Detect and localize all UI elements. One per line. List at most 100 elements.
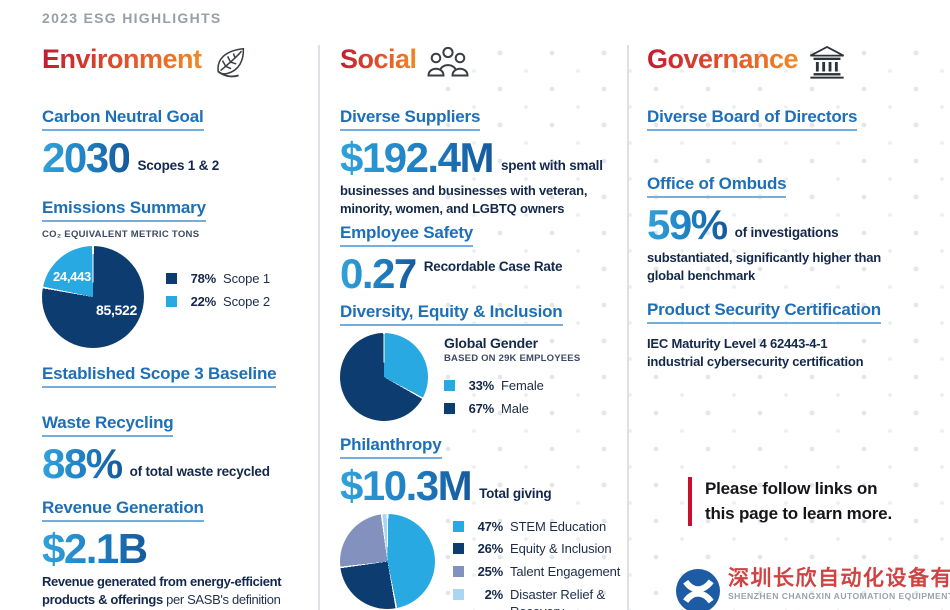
stat-suffix: of total waste recycled (129, 463, 270, 479)
legend-label: Disaster Relief & Recovery (510, 587, 606, 610)
legend-pct: 2% (484, 587, 504, 603)
section-diverse-suppliers: Diverse Suppliers $192.4M spent with sma… (340, 107, 622, 219)
gender-chart-subtitle: BASED ON 29K EMPLOYEES (444, 352, 581, 364)
diverse-suppliers-stat: $192.4M spent with small (340, 134, 622, 181)
legend-swatch (453, 520, 464, 532)
company-logo-icon (676, 567, 720, 610)
emissions-pie-chart: 85,522 24,443 (42, 245, 144, 348)
legend-swatch (444, 402, 455, 414)
social-title: Social (340, 44, 417, 74)
carbon-neutral-goal-link[interactable]: Carbon Neutral Goal (42, 107, 204, 131)
employee-safety-stat: 0.27 Recordable Case Rate (340, 249, 622, 297)
company-logo: 深圳长欣自动化设备有限公司 SHENZHEN CHANGXIN AUTOMATI… (676, 567, 950, 610)
global-gender-pie-chart (340, 332, 428, 421)
stat-value: $10.3M (340, 461, 473, 509)
legend-item: 2% Disaster Relief & Recovery (453, 587, 622, 610)
social-header: Social (340, 44, 622, 85)
gender-legend: Global Gender BASED ON 29K EMPLOYEES 33%… (444, 333, 580, 418)
company-name-english: SHENZHEN CHANGXIN AUTOMATION EQUIPMENT C… (728, 591, 950, 602)
callout-line1: Please follow links on (705, 479, 878, 498)
stat-suffix: spent with small (500, 157, 603, 173)
legend-item: 67% Male (444, 401, 580, 418)
follow-links-callout: Please follow links on this page to lear… (688, 477, 892, 527)
legend-swatch (453, 589, 464, 601)
emissions-chart-row: 85,522 24,443 78% Scope 1 22% Scope 2 (42, 245, 319, 348)
section-scope3-baseline: Established Scope 3 Baseline (42, 364, 319, 395)
bank-building-icon (808, 45, 846, 84)
legend-item: 78% Scope 1 (166, 271, 270, 288)
callout-line2: this page to learn more. (705, 503, 892, 523)
social-column: Social Diverse Suppliers $192.4M spent w… (340, 44, 622, 610)
environment-column: Environment Carbon Neutral Goal 2030 Sco… (42, 44, 319, 610)
revenue-generation-link[interactable]: Revenue Generation (42, 498, 204, 522)
legend-swatch (453, 566, 464, 578)
stat-value: 2030 (42, 134, 131, 181)
legend-item: 26% Equity & Inclusion (453, 541, 622, 558)
legend-pct: 67% (468, 400, 495, 416)
scope1-value-label: 85,522 (96, 301, 138, 318)
legend-pct: 78% (190, 270, 217, 286)
legend-pct: 22% (190, 293, 217, 309)
emissions-summary-link[interactable]: Emissions Summary (42, 198, 206, 222)
section-philanthropy: Philanthropy $10.3M Total giving 47% STE… (340, 435, 622, 610)
legend-item: 25% Talent Engagement (453, 564, 622, 581)
revenue-generation-stat: $2.1B (42, 527, 319, 569)
security-desc-line2: industrial cybersecurity certification (647, 354, 864, 370)
stat-value: 0.27 (340, 249, 417, 297)
waste-recycling-link[interactable]: Waste Recycling (42, 413, 174, 437)
legend-swatch (444, 379, 455, 391)
legend-label: Equity & Inclusion (510, 541, 612, 557)
legend-item: 22% Scope 2 (166, 294, 270, 311)
office-of-ombuds-link[interactable]: Office of Ombuds (647, 174, 787, 198)
section-employee-safety: Employee Safety 0.27 Recordable Case Rat… (340, 223, 622, 294)
legend-label: Talent Engagement (510, 564, 621, 580)
company-name-chinese: 深圳长欣自动化设备有限公司 (728, 567, 950, 590)
philanthropy-pie-chart (340, 513, 435, 609)
stat-suffix: Total giving (479, 485, 552, 501)
section-waste-recycling: Waste Recycling 88% of total waste recyc… (42, 413, 319, 484)
stat-value: 88% (42, 439, 123, 487)
legend-label: Scope 2 (223, 293, 271, 309)
employee-safety-link[interactable]: Employee Safety (340, 223, 473, 247)
ombuds-stat: 59% of investigations (647, 204, 939, 246)
product-security-link[interactable]: Product Security Certification (647, 300, 881, 324)
legend-label: Male (501, 400, 529, 416)
philanthropy-chart-row: 47% STEM Education 26% Equity & Inclusio… (340, 513, 622, 610)
diverse-suppliers-link[interactable]: Diverse Suppliers (340, 107, 480, 131)
section-product-security: Product Security Certification IEC Matur… (647, 300, 939, 372)
philanthropy-legend: 47% STEM Education 26% Equity & Inclusio… (453, 514, 622, 610)
environment-header: Environment (42, 44, 319, 85)
philanthropy-link[interactable]: Philanthropy (340, 435, 442, 459)
stat-suffix: of investigations (734, 224, 839, 240)
environment-title: Environment (42, 44, 202, 74)
legend-swatch (166, 295, 177, 307)
section-revenue-generation: Revenue Generation $2.1B Revenue generat… (42, 498, 319, 610)
legend-item: 47% STEM Education (453, 519, 622, 536)
scope2-value-label: 24,443 (53, 268, 91, 284)
scope3-baseline-link[interactable]: Established Scope 3 Baseline (42, 364, 277, 388)
stat-value: $192.4M (340, 134, 494, 181)
stat-suffix: Recordable Case Rate (423, 258, 563, 274)
legend-pct: 25% (477, 564, 504, 580)
ombuds-description: substantiated, significantly higher than… (647, 249, 881, 284)
section-carbon-neutral-goal: Carbon Neutral Goal 2030 Scopes 1 & 2 (42, 107, 319, 178)
stat-suffix: Scopes 1 & 2 (137, 157, 220, 173)
page-title: 2023 ESG HIGHLIGHTS (42, 10, 222, 26)
diversity-equity-inclusion-link[interactable]: Diversity, Equity & Inclusion (340, 302, 563, 326)
section-diverse-board: Diverse Board of Directors (647, 107, 939, 138)
carbon-neutral-goal-stat: 2030 Scopes 1 & 2 (42, 134, 319, 181)
diverse-board-link[interactable]: Diverse Board of Directors (647, 107, 857, 131)
gender-chart-title: Global Gender (444, 334, 538, 351)
legend-swatch (166, 272, 177, 284)
legend-pct: 47% (477, 518, 504, 534)
governance-column: Governance Diverse Board of Directors Of… (647, 44, 939, 372)
legend-item: 33% Female (444, 378, 580, 395)
revenue-description-bold: Revenue generated from energy-efficient … (42, 573, 282, 608)
emissions-legend: 78% Scope 1 22% Scope 2 (166, 246, 270, 311)
people-icon (427, 45, 469, 84)
diverse-suppliers-description: businesses and businesses with veteran, … (340, 182, 588, 217)
section-emissions-summary: Emissions Summary CO₂ EQUIVALENT METRIC … (42, 198, 319, 348)
column-divider (318, 45, 320, 610)
waste-recycling-stat: 88% of total waste recycled (42, 439, 319, 487)
revenue-description-normal: per SASB's definition (166, 592, 281, 608)
